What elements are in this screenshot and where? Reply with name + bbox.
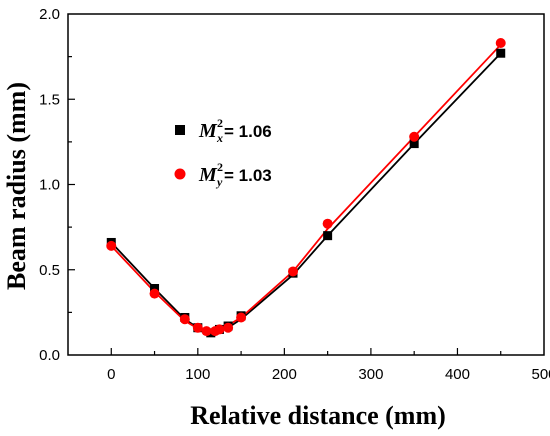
legend: M 2x = 1.06M 2y = 1.03 bbox=[174, 116, 272, 189]
legend-superscript: 2 bbox=[217, 116, 223, 130]
legend-value: = 1.03 bbox=[224, 166, 272, 185]
fit-line-1 bbox=[110, 52, 502, 334]
data-point-series-2 bbox=[106, 240, 117, 251]
legend-subscript: x bbox=[216, 131, 223, 145]
legend-symbol: M bbox=[198, 164, 218, 186]
data-point-series-1 bbox=[323, 231, 333, 241]
legend-marker-series-2 bbox=[174, 168, 186, 180]
data-point-series-2 bbox=[322, 218, 333, 229]
y-tick-label: 2.0 bbox=[39, 6, 60, 23]
x-tick-label: 400 bbox=[445, 366, 470, 383]
plot-area bbox=[106, 37, 506, 338]
data-point-series-1 bbox=[409, 139, 419, 149]
legend-marker-series-1 bbox=[175, 125, 185, 135]
data-point-series-2 bbox=[409, 131, 420, 142]
x-tick-label: 0 bbox=[107, 366, 115, 383]
x-tick-label: 300 bbox=[358, 366, 383, 383]
y-tick-label: 1.0 bbox=[39, 177, 60, 194]
data-point-series-2 bbox=[192, 322, 203, 333]
data-point-series-1 bbox=[496, 48, 506, 58]
x-tick-label: 200 bbox=[272, 366, 297, 383]
data-point-series-2 bbox=[214, 324, 225, 335]
data-point-series-1 bbox=[150, 284, 160, 294]
legend-entry-series-1: M 2x = 1.06 bbox=[198, 116, 272, 145]
y-tick-label: 0.0 bbox=[39, 347, 60, 364]
plot-frame bbox=[67, 13, 545, 356]
data-point-series-2 bbox=[495, 37, 506, 48]
y-tick-label: 0.5 bbox=[39, 262, 60, 279]
legend-symbol: M bbox=[198, 120, 218, 142]
x-tick-label: 100 bbox=[185, 366, 210, 383]
x-axis-title: Relative distance (mm) bbox=[190, 401, 446, 430]
fit-line-2 bbox=[110, 44, 502, 333]
data-point-series-2 bbox=[179, 314, 190, 325]
axes: 0 100 200 300 400 500 0.0 0.5 1.0 1.5 2.0 bbox=[39, 6, 550, 383]
data-point-series-2 bbox=[149, 288, 160, 299]
legend-superscript: 2 bbox=[217, 160, 223, 174]
data-point-series-2 bbox=[236, 312, 247, 323]
legend-entry-series-2: M 2y = 1.03 bbox=[198, 160, 272, 189]
legend-subscript: y bbox=[215, 175, 223, 189]
y-tick-label: 1.5 bbox=[39, 91, 60, 108]
data-point-series-2 bbox=[288, 266, 299, 277]
legend-value: = 1.06 bbox=[224, 122, 272, 141]
data-point-series-2 bbox=[223, 322, 234, 333]
x-tick-label: 500 bbox=[531, 366, 550, 383]
y-axis-title: Beam radius (mm) bbox=[2, 82, 31, 290]
data-point-series-2 bbox=[201, 326, 212, 337]
